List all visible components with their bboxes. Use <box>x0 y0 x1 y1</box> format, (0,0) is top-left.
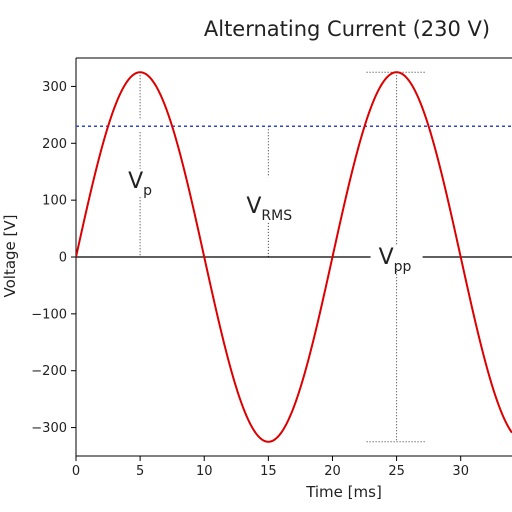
x-tick-label: 10 <box>196 464 213 479</box>
plot-area: 0 5 10 15 20 25 30−300−200−1000100200300VpVRMS… <box>31 57 512 479</box>
x-tick-label: 25 <box>388 464 405 479</box>
annotation-main: V <box>246 194 261 219</box>
annotation-subscript: RMS <box>261 208 292 224</box>
annotation-v-pp: Vpp <box>379 245 412 275</box>
annotation-subscript: pp <box>394 259 412 275</box>
annotation-main: V <box>128 169 143 194</box>
y-tick-label: −200 <box>31 364 67 379</box>
y-tick-label: −300 <box>31 421 67 436</box>
annotation-v-rms: VRMS <box>246 194 292 224</box>
annotation-subscript: p <box>143 183 152 199</box>
annotation-v-p: Vp <box>128 169 152 199</box>
x-axis-label: Time [ms] <box>305 483 382 501</box>
x-tick-label: 0 <box>72 464 80 479</box>
y-tick-label: 200 <box>42 137 67 152</box>
data-layer <box>76 71 512 443</box>
y-tick-label: −100 <box>31 307 67 322</box>
y-axis-label: Voltage [V] <box>1 215 19 298</box>
x-tick-label: 30 <box>452 464 469 479</box>
x-tick-label: 15 <box>260 464 277 479</box>
chart-title: Alternating Current (230 V) <box>204 17 490 41</box>
y-tick-label: 300 <box>42 80 67 95</box>
y-tick-label: 100 <box>42 194 67 209</box>
x-tick-label: 20 <box>324 464 341 479</box>
y-tick-label: 0 <box>59 251 67 266</box>
voltage-series-line <box>76 71 512 443</box>
annotation-main: V <box>379 245 394 270</box>
x-tick-label: 5 <box>136 464 144 479</box>
